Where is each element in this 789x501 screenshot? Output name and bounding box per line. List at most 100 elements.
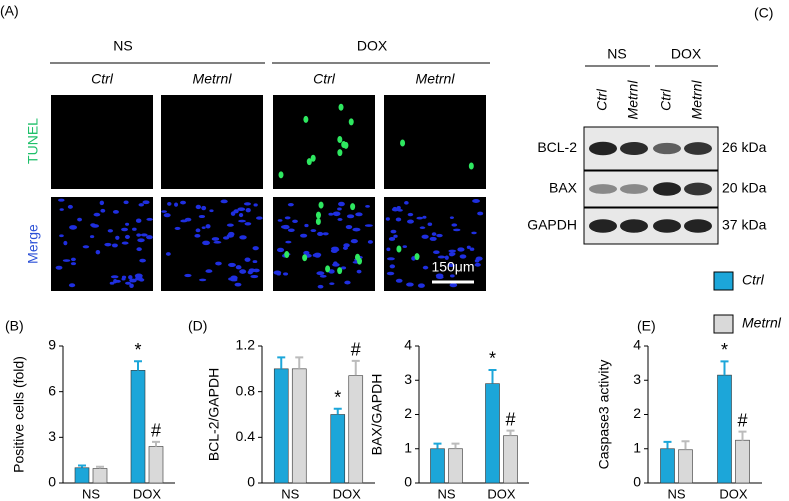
column-label: Metrnl	[193, 71, 233, 87]
tunel-cell	[310, 154, 316, 162]
nucleus	[392, 206, 397, 211]
y-tick-label: 1.2	[236, 337, 256, 353]
nucleus	[243, 202, 252, 206]
error-bar	[488, 368, 497, 384]
nucleus	[469, 247, 475, 251]
nucleus	[390, 229, 397, 234]
error-bar	[351, 359, 360, 376]
tunel-cell	[337, 267, 343, 275]
nucleus	[211, 237, 220, 241]
significance-mark: *	[134, 340, 141, 360]
nucleus	[136, 233, 142, 237]
tunel-cell	[355, 253, 361, 261]
bar	[503, 435, 518, 484]
error-bar	[506, 429, 515, 436]
nucleus	[194, 234, 201, 238]
nucleus	[319, 274, 327, 278]
bar	[148, 446, 164, 484]
y-tick-label: 1	[633, 439, 641, 455]
protein-size: 26 kDa	[722, 139, 767, 155]
band	[589, 219, 617, 233]
column-label: Ctrl	[91, 71, 114, 87]
group-label: NS	[607, 46, 626, 62]
nucleus	[174, 226, 181, 230]
tunel-cell	[318, 201, 324, 209]
nucleus	[167, 201, 172, 206]
nucleus	[195, 204, 202, 210]
y-tick-label: 2	[404, 405, 412, 421]
y-tick-label: 2	[633, 405, 641, 421]
protein-label: BAX	[549, 180, 578, 196]
y-axis-label: BAX/GAPDH	[369, 374, 385, 456]
y-tick-label: 3	[633, 371, 641, 387]
nucleus	[95, 249, 101, 255]
nucleus	[58, 198, 65, 202]
micrograph	[51, 95, 153, 189]
nucleus	[146, 217, 153, 221]
bar	[660, 448, 675, 484]
bar	[273, 368, 289, 484]
nucleus	[449, 216, 454, 220]
nucleus	[134, 273, 143, 279]
bar	[678, 449, 693, 484]
nucleus	[435, 273, 444, 278]
x-tick-label: DOX	[487, 486, 516, 501]
significance-mark: #	[351, 340, 361, 360]
nucleus	[124, 234, 130, 239]
y-tick-label: 0	[404, 474, 412, 490]
nucleus	[333, 248, 340, 252]
band	[653, 182, 681, 196]
nucleus	[146, 235, 153, 240]
y-tick-label: 1	[404, 439, 412, 455]
x-tick-label: NS	[281, 486, 299, 501]
tunel-cell	[325, 265, 331, 273]
nucleus	[466, 245, 471, 249]
nucleus	[142, 200, 150, 205]
nucleus	[239, 235, 247, 240]
band	[684, 182, 712, 196]
tunel-cell	[414, 253, 420, 261]
tunel-cell	[348, 118, 354, 126]
error-bar	[663, 440, 672, 449]
nucleus	[429, 236, 437, 241]
nucleus	[135, 218, 142, 223]
nucleus	[287, 228, 295, 232]
significance-mark: #	[151, 421, 161, 441]
nucleus	[213, 240, 222, 244]
nucleus	[350, 238, 358, 244]
nucleus	[422, 265, 429, 270]
bar	[485, 383, 500, 484]
group-label: DOX	[671, 46, 702, 62]
legend-swatch	[713, 314, 734, 334]
bar	[74, 467, 90, 484]
nucleus	[205, 269, 213, 273]
nucleus	[459, 254, 467, 259]
nucleus	[121, 227, 129, 232]
nucleus	[406, 282, 414, 287]
nucleus	[477, 211, 484, 216]
nucleus	[138, 203, 144, 207]
column-label: Metrnl	[416, 71, 456, 87]
nucleus	[284, 216, 291, 220]
row-label: TUNEL	[25, 118, 41, 164]
nucleus	[239, 269, 247, 274]
panel-label: (B)	[5, 318, 24, 334]
x-tick-label: NS	[437, 486, 455, 501]
nucleus	[104, 242, 112, 247]
nucleus	[352, 227, 361, 232]
nucleus	[449, 283, 458, 288]
nucleus	[230, 211, 236, 216]
nucleus	[238, 219, 246, 223]
nucleus	[337, 207, 342, 211]
nucleus	[121, 277, 126, 281]
nucleus	[422, 215, 427, 219]
nucleus	[436, 233, 443, 238]
nucleus	[252, 260, 258, 264]
nucleus	[273, 270, 282, 275]
tunel-cell	[315, 211, 321, 219]
error-bar	[96, 465, 104, 469]
y-tick-label: 0	[633, 474, 641, 490]
nucleus	[365, 205, 370, 208]
nucleus	[100, 208, 106, 213]
